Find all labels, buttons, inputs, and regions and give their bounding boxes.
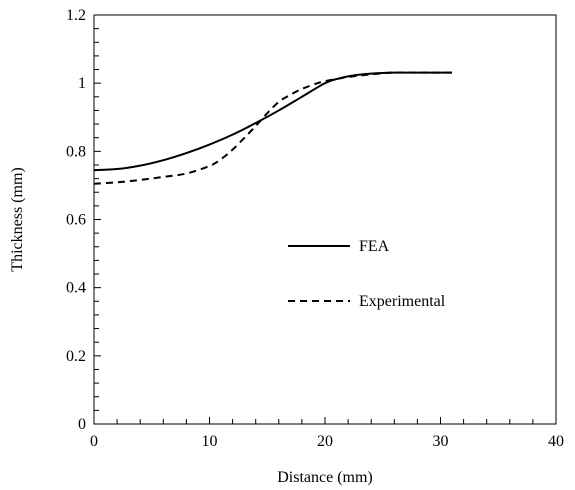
x-axis-title: Distance (mm) <box>277 469 373 486</box>
series-line-fea <box>93 71 453 172</box>
x-axis-tick-labels: 0 10 20 30 40 <box>90 433 564 450</box>
y-tick-label: 0.4 <box>66 280 86 297</box>
x-tick-label: 10 <box>202 433 218 450</box>
legend-label-fea: FEA <box>359 238 390 255</box>
y-tick-label: 0 <box>78 416 86 433</box>
y-tick-label: 0.8 <box>66 143 86 160</box>
y-axis-title: Thickness (mm) <box>9 167 26 271</box>
legend: FEA Experimental <box>288 238 446 310</box>
y-tick-label: 1 <box>78 75 86 92</box>
y-tick-label: 0.2 <box>66 348 86 365</box>
y-tick-label: 1.2 <box>66 7 86 24</box>
legend-label-experimental: Experimental <box>359 293 446 310</box>
series-lines <box>93 71 453 185</box>
x-axis-ticks <box>93 417 557 424</box>
series-line-experimental <box>93 71 453 185</box>
x-tick-label: 20 <box>317 433 333 450</box>
x-tick-label: 40 <box>548 433 564 450</box>
x-tick-label: 0 <box>90 433 98 450</box>
x-tick-label: 30 <box>433 433 449 450</box>
y-axis-ticks <box>94 14 101 425</box>
plot-area <box>93 14 557 425</box>
y-tick-label: 0.6 <box>66 212 86 229</box>
y-axis-tick-labels: 0 0.2 0.4 0.6 0.8 1 1.2 <box>66 7 86 433</box>
